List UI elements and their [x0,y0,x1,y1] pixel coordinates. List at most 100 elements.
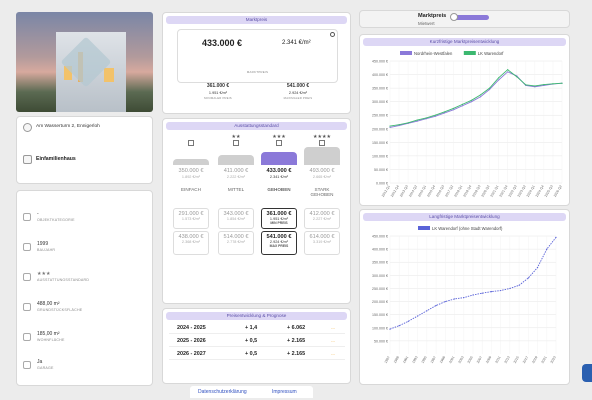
quality-bar [173,159,209,165]
y-tick-label: 200.000 € [372,127,388,131]
marktpreis-box: 433.000 € 2.341 €/m² MARKTPREIS [177,29,338,83]
property-photo [16,12,153,112]
data-point [555,236,557,238]
marktpreis-card: Marktpreis 433.000 € 2.341 €/m² MARKTPRE… [162,12,351,114]
quality-level-2[interactable]: ★★★ 433.000 € 2.341 €/m² GEHOBEN 361.000… [261,119,297,305]
y-tick-label: 450.000 € [372,235,388,239]
x-tick-label: 2022 Q3 [508,184,518,197]
attr-label: WOHNFLÄCHE [37,338,65,342]
data-point [416,119,418,121]
y-tick-label: 250.000 € [372,287,388,291]
x-tick-label: 2013 [504,355,511,364]
min-per-sqm: 1.951 €/m² [208,91,228,95]
toggle-knob[interactable] [450,13,458,21]
level-per-sqm: 2.665 €/m² [312,175,332,179]
prognose-card: Preisentwicklung & Prognose 2024 - 2025 +… [162,308,351,384]
toggle-left-label: Marktpreis [418,13,447,19]
max-price-box: 514.000 € 2.778 €/m² [218,231,254,255]
x-tick-label: 2023 [550,355,557,364]
ausstattung-card: Ausstattungsstandard 350.000 € 1.892 €/m… [162,118,351,304]
imprint-link[interactable]: Impressum [272,389,297,395]
x-tick-label: 2005 [467,355,474,364]
y-tick-label: 400.000 € [372,73,388,77]
min-price: 291.000 € [178,211,204,217]
x-tick-label: 2017 Q2 [444,184,454,197]
prognose-row: 2025 - 2026 + 0,5 + 2.165 --- [169,336,345,347]
attr-baujahr: 1999 BAUJAHR [23,239,148,261]
x-tick-label: 1991 [402,355,409,364]
address-card: Am Wasserturm 2, Ennigerloh Einfamilienh… [16,116,153,184]
data-point [463,297,465,299]
y-tick-label: 100.000 € [372,326,388,330]
x-tick-label: 1999 [439,355,446,364]
toggle-track[interactable] [451,15,489,20]
attr-garage: Ja GARAGE [23,357,148,379]
prognose-period: 2026 - 2027 [177,351,206,357]
y-tick-label: 150.000 € [372,141,388,145]
legend-swatch [418,226,430,230]
x-tick-label: 2017 [522,355,529,364]
data-point [536,266,539,269]
data-point [516,76,518,78]
max-per-sqm: 2.778 €/m² [226,240,246,244]
max-price: 541.000 € [286,83,310,89]
series-line-1 [389,69,563,127]
max-price: 438.000 € [178,234,204,240]
privacy-link[interactable]: Datenschutzerklärung [198,389,247,395]
max-price-box: 438.000 € 2.368 €/m² [173,231,209,255]
attr-grundstueck: 488,00 m² GRUNDSTÜCKSFLÄCHE [23,299,148,321]
x-tick-label: 2026 Q2 [553,184,563,197]
legend-swatch [400,51,412,55]
quality-level-0[interactable]: 350.000 € 1.892 €/m² EINFACH 291.000 € 1… [173,119,209,305]
window-light [64,66,72,80]
min-price-box: 291.000 € 1.573 €/m² [173,208,209,229]
price-mode-toggle[interactable]: Marktpreis Mietwert [359,10,570,28]
short-term-chart: Nordrhein-Westfalen LK Warendorf 0.000 € 50… [372,51,563,198]
prognose-pct: + 0,5 [245,351,258,357]
quality-level-3[interactable]: ★★★★ 493.000 € 2.665 €/m² STARK GEHOBEN … [304,119,340,305]
min-price-box: 361.000 € 1.951 €/m² MIN PREIS [261,208,297,229]
location-pin-icon [23,123,32,132]
max-price: 541.000 € [266,234,292,240]
legend-label: LK Warendorf (ohne Stadt Warendorf) [432,226,503,231]
legend-swatch [463,51,476,55]
max-price-block: 541.000 € 2.924 €/m² MAXIMALER PREIS [273,83,323,100]
stars: ★★★★ [313,134,331,140]
x-tick-label: 2015 Q1 [417,184,427,197]
x-tick-label: 2020 Q2 [480,184,490,197]
x-tick-label: 2015 Q4 [426,184,436,197]
data-point [498,77,500,79]
y-tick-label: 50.000 € [374,168,388,172]
x-tick-label: 1989 [393,355,400,364]
min-per-sqm: 1.951 €/m² [269,217,289,221]
attr-label: GRUNDSTÜCKSFLÄCHE [37,308,83,312]
chat-button[interactable] [582,364,592,382]
quality-level-1[interactable]: ★★ 411.000 € 2.222 €/m² MITTEL 343.000 €… [218,119,254,305]
info-icon[interactable] [330,32,335,37]
data-point [407,320,410,322]
quality-bar [218,155,254,165]
toggle-right-label: Mietwert [418,21,435,26]
max-price: 514.000 € [223,234,249,240]
long-term-chart-card: Langfristige Marktpreisentwicklung LK Wa… [359,209,570,385]
data-point [444,300,446,303]
min-price-box: 343.000 € 1.854 €/m² [218,208,254,229]
prognose-period: 2024 - 2025 [177,325,206,331]
prognose-title: Preisentwicklung & Prognose [166,312,347,320]
x-tick-label: 1997 [430,355,437,364]
max-price-box: 541.000 € 2.924 €/m² MAX PREIS [261,231,297,255]
quality-bar [261,152,297,165]
x-tick-label: 2013 Q3 [399,184,409,197]
trend-icon: --- [331,338,335,343]
attr-value: Ja [37,359,43,365]
min-per-sqm: 1.854 €/m² [226,217,246,221]
data-point [552,83,554,85]
data-point [453,298,456,300]
y-tick-label: 300.000 € [372,274,388,278]
window-light [104,68,114,82]
data-point [417,315,419,317]
data-point [435,304,437,307]
x-tick-label: 2012 Q4 [390,184,400,197]
trend-icon: --- [331,325,335,330]
min-label: MINIMALER PREIS [204,96,232,100]
